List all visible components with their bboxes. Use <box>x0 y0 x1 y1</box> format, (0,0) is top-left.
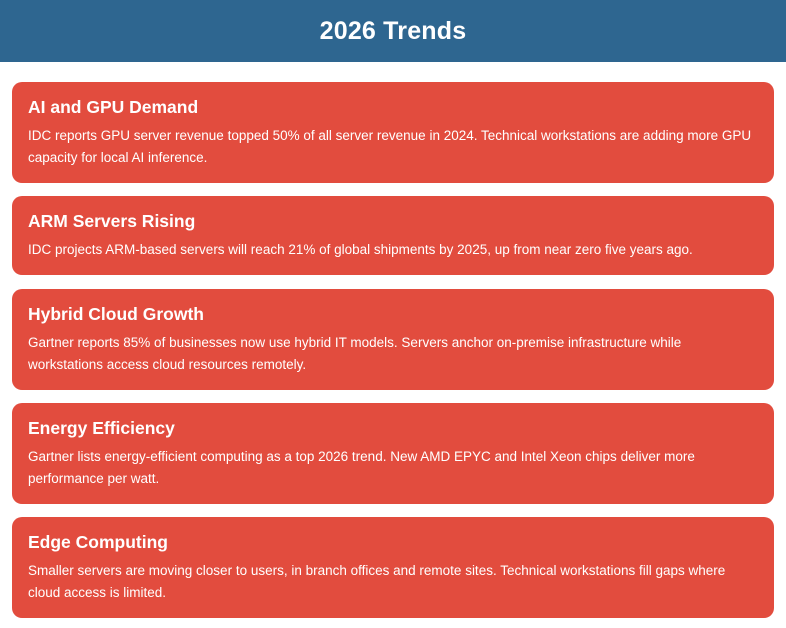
trend-card-body: Gartner reports 85% of businesses now us… <box>28 335 682 372</box>
trend-card-arm-servers: ARM Servers Rising IDC projects ARM-base… <box>12 196 774 275</box>
trend-card-energy-efficiency: Energy Efficiency Gartner lists energy-e… <box>12 403 774 504</box>
trend-card-body: Smaller servers are moving closer to use… <box>28 563 726 600</box>
trend-card-body: Gartner lists energy-efficient computing… <box>28 449 695 486</box>
page-header: 2026 Trends <box>0 0 786 62</box>
trend-card-ai-gpu: AI and GPU Demand IDC reports GPU server… <box>12 82 774 183</box>
trend-card-title: Hybrid Cloud Growth <box>28 304 204 324</box>
trend-card-body: IDC reports GPU server revenue topped 50… <box>28 128 752 165</box>
trend-card-hybrid-cloud: Hybrid Cloud Growth Gartner reports 85% … <box>12 289 774 390</box>
trend-card-title: Edge Computing <box>28 532 168 552</box>
trend-card-title: AI and GPU Demand <box>28 97 199 117</box>
trend-card-body: IDC projects ARM-based servers will reac… <box>28 242 693 257</box>
trend-card-title: Energy Efficiency <box>28 418 175 438</box>
trend-card-edge-computing: Edge Computing Smaller servers are movin… <box>12 517 774 618</box>
trend-card-title: ARM Servers Rising <box>28 211 196 231</box>
page-title: 2026 Trends <box>319 16 467 45</box>
